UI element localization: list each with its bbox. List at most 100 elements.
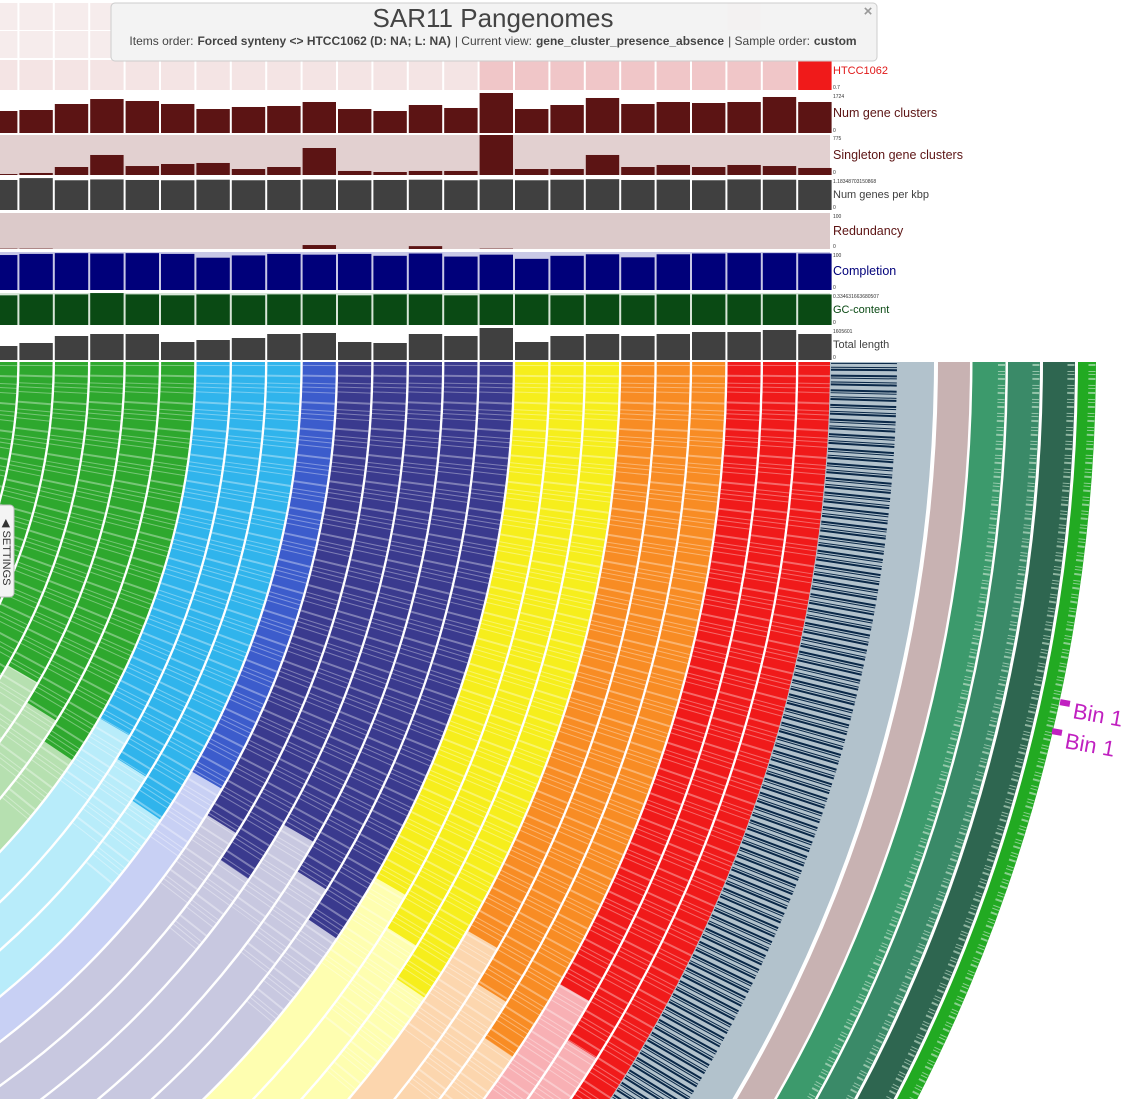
heat-cell bbox=[267, 60, 301, 90]
bar bbox=[54, 253, 89, 290]
label: Items order: bbox=[129, 34, 193, 48]
ring-texture bbox=[327, 359, 619, 1093]
settings-tab[interactable]: ◀ SETTINGS bbox=[0, 504, 15, 598]
ring-fill bbox=[468, 359, 655, 948]
ring-texture bbox=[72, 359, 265, 844]
sample-label: HTCC1062 bbox=[833, 65, 888, 77]
scale-min: 0 bbox=[833, 170, 836, 176]
bar bbox=[444, 336, 478, 360]
ring-fill bbox=[387, 359, 584, 946]
layer-label: Num gene clusters bbox=[833, 106, 937, 120]
bin-label: Bin 1 bbox=[1063, 728, 1117, 761]
heat-cell bbox=[54, 3, 89, 30]
heat-cell bbox=[19, 31, 53, 58]
heat-cell bbox=[692, 60, 726, 90]
heat-cell bbox=[231, 60, 266, 90]
bar bbox=[798, 294, 832, 325]
ring-texture bbox=[1, 359, 195, 820]
bin-label: Bin 1 bbox=[1071, 698, 1125, 731]
bar bbox=[90, 253, 124, 290]
layer-bars: 1724 0 Num gene clusters 775 0 Singleton gene… bbox=[0, 93, 963, 361]
scale-max: 1.18348703150868 bbox=[833, 179, 876, 185]
bar bbox=[656, 102, 690, 133]
bar bbox=[585, 254, 620, 290]
bar bbox=[373, 179, 407, 210]
bar bbox=[302, 294, 336, 325]
ring-texture bbox=[0, 359, 159, 779]
bar bbox=[444, 170, 478, 175]
heat-cell bbox=[19, 3, 53, 30]
layer-label: Total length bbox=[833, 339, 889, 351]
layer-label: Singleton gene clusters bbox=[833, 148, 963, 162]
bar bbox=[0, 179, 18, 210]
bar bbox=[727, 179, 761, 210]
bar bbox=[54, 103, 89, 133]
heat-cell bbox=[125, 60, 159, 90]
ring-texture bbox=[407, 359, 690, 1099]
bar bbox=[125, 101, 159, 133]
bar bbox=[196, 257, 230, 290]
bar bbox=[727, 294, 761, 325]
bar bbox=[727, 253, 761, 290]
bar bbox=[231, 295, 266, 325]
ring-fill bbox=[117, 359, 265, 777]
settings-label[interactable]: ◀ SETTINGS bbox=[0, 519, 12, 586]
bar bbox=[727, 332, 761, 360]
close-button[interactable]: × bbox=[864, 3, 873, 20]
bar bbox=[338, 342, 372, 360]
bar bbox=[621, 103, 655, 133]
bar bbox=[54, 180, 89, 210]
heat-cell bbox=[0, 31, 18, 58]
bar bbox=[19, 110, 53, 133]
bar bbox=[231, 106, 266, 133]
heat-cell bbox=[444, 60, 478, 90]
ring-fill bbox=[8, 359, 124, 683]
bar bbox=[479, 328, 513, 360]
heat-cell bbox=[0, 3, 18, 30]
value: custom bbox=[814, 34, 857, 48]
bar bbox=[373, 255, 407, 290]
bar bbox=[692, 103, 726, 133]
subtitle: Items order: Forced synteny <> HTCC1062 (… bbox=[129, 34, 856, 48]
bar bbox=[267, 179, 301, 210]
bar bbox=[762, 330, 797, 360]
scale-min: 0 bbox=[833, 320, 836, 326]
scale-min: 0 bbox=[833, 355, 836, 361]
bar bbox=[479, 179, 513, 210]
bar bbox=[161, 180, 195, 210]
scale-min: 0 bbox=[833, 128, 836, 134]
bar bbox=[692, 332, 726, 360]
bar bbox=[479, 93, 513, 133]
heat-cell bbox=[161, 60, 195, 90]
bar bbox=[125, 253, 159, 290]
ring-fill bbox=[27, 359, 159, 721]
bar bbox=[515, 342, 549, 360]
bar bbox=[692, 294, 726, 325]
ring-fill bbox=[207, 359, 372, 833]
ring-texture bbox=[231, 359, 442, 927]
ring-texture bbox=[245, 359, 513, 1025]
bar bbox=[19, 178, 53, 210]
bar bbox=[267, 105, 301, 133]
bar bbox=[373, 111, 407, 133]
bar bbox=[125, 294, 159, 325]
bar bbox=[515, 169, 549, 175]
ring-fill bbox=[571, 359, 832, 1099]
bar bbox=[90, 154, 124, 175]
bar bbox=[267, 294, 301, 325]
bar bbox=[692, 180, 726, 210]
bar bbox=[408, 246, 443, 249]
scale-max: 775 bbox=[833, 136, 842, 142]
bar bbox=[550, 336, 584, 360]
bar bbox=[444, 107, 478, 133]
bar bbox=[515, 180, 549, 210]
settings-tab-bg[interactable] bbox=[0, 504, 15, 598]
bar bbox=[727, 164, 761, 175]
heat-cell bbox=[196, 60, 230, 90]
ring-fill bbox=[477, 359, 690, 1002]
bar bbox=[302, 179, 336, 210]
bar bbox=[54, 167, 89, 175]
label: | Sample order: bbox=[728, 34, 810, 48]
ring-fill bbox=[220, 359, 407, 879]
heat-cell bbox=[656, 60, 690, 90]
